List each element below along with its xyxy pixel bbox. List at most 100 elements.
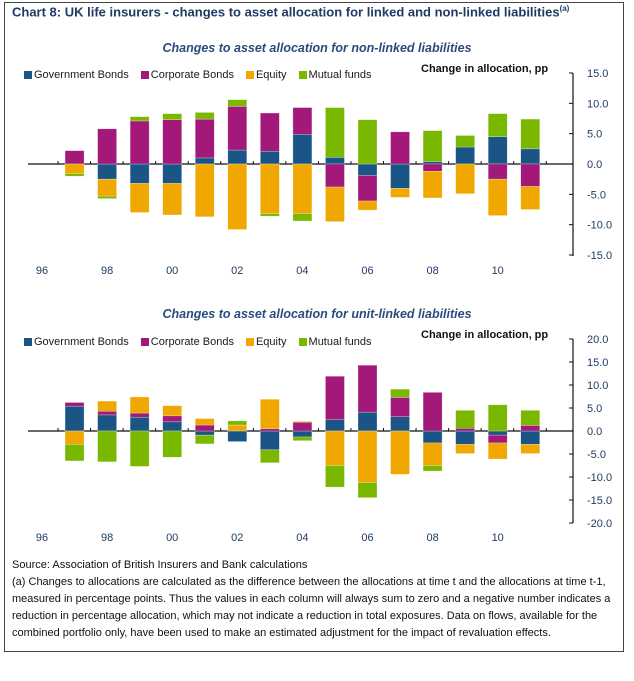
top-bar-corporate-bonds-2006 [357, 175, 378, 202]
top-y-tick-label: -15.0 [587, 250, 612, 262]
bottom-bar-equity-2004 [292, 421, 313, 423]
top-bar-government-bonds-2002 [227, 149, 248, 165]
top-bar-mutual-funds-2000 [162, 113, 182, 120]
top-bar-corporate-bonds-2003 [260, 112, 280, 152]
top-bar-equity-2011 [520, 186, 540, 210]
bottom-bar-corporate-bonds-2005 [325, 376, 345, 420]
bottom-bar-equity-2000 [162, 405, 182, 417]
bottom-y-tick-label: 0.0 [587, 426, 602, 438]
bottom-bar-government-bonds-1999 [129, 416, 150, 432]
legend-item-equity: Equity [245, 69, 287, 81]
bottom-bar-corporate-bonds-2004 [292, 422, 313, 432]
bottom-bar-corporate-bonds-2007 [390, 397, 410, 417]
bottom-bar-mutual-funds-2001 [195, 434, 215, 445]
top-bar-mutual-funds-2011 [520, 118, 540, 150]
bottom-bar-equity-2007 [390, 430, 410, 475]
top-bar-corporate-bonds-2011 [520, 163, 540, 187]
legend-swatch [245, 338, 254, 346]
bottom-bar-equity-2003 [260, 399, 280, 429]
legend-item-equity: Equity [245, 336, 287, 348]
bottom-bar-corporate-bonds-2010 [487, 434, 508, 444]
bottom-bar-equity-2006 [357, 430, 378, 483]
top-axis-title: Change in allocation, pp [421, 63, 549, 75]
bottom-bar-government-bonds-2003 [260, 430, 280, 451]
chart-frame [4, 2, 624, 652]
top-bar-equity-1999 [129, 183, 150, 213]
bottom-bar-corporate-bonds-2003 [260, 428, 280, 432]
bottom-x-tick-label: 96 [36, 532, 48, 544]
bottom-x-tick-label: 04 [296, 532, 308, 544]
bottom-axis-title: Change in allocation, pp [421, 329, 549, 341]
top-bar-equity-2010 [487, 178, 508, 216]
legend-swatch [140, 71, 149, 79]
bottom-bar-government-bonds-2000 [162, 421, 182, 432]
legend-swatch [298, 71, 307, 79]
title-superscript: (a) [559, 4, 570, 13]
bottom-bar-government-bonds-2011 [520, 430, 540, 445]
bottom-bar-mutual-funds-2011 [520, 410, 540, 426]
top-chart-title: Changes to asset allocation for non-link… [162, 41, 472, 55]
top-x-tick-label: 04 [296, 265, 308, 277]
bottom-bar-mutual-funds-2009 [455, 410, 475, 429]
legend-item-corporate-bonds: Corporate Bonds [140, 336, 234, 348]
bottom-bar-corporate-bonds-2011 [520, 425, 540, 432]
top-bar-corporate-bonds-1997 [64, 150, 85, 165]
top-bar-corporate-bonds-2001 [195, 118, 215, 159]
top-bar-mutual-funds-2009 [455, 135, 475, 148]
bottom-x-tick-label: 06 [361, 532, 373, 544]
top-bar-corporate-bonds-2002 [227, 106, 248, 151]
top-y-tick-label: -5.0 [587, 189, 606, 201]
bottom-bar-equity-2011 [520, 444, 540, 454]
chart-title: Chart 8: UK life insurers - changes to a… [12, 4, 569, 19]
top-bar-corporate-bonds-2010 [487, 163, 508, 180]
top-bar-government-bonds-2007 [390, 163, 410, 189]
legend-swatch [245, 71, 254, 79]
top-bar-equity-2007 [390, 188, 410, 198]
bottom-y-tick-label: -5.0 [587, 449, 606, 461]
bottom-y-tick-label: -15.0 [587, 495, 612, 507]
top-bar-equity-1997 [64, 163, 85, 174]
bottom-bar-corporate-bonds-2008 [422, 392, 443, 432]
bottom-bar-mutual-funds-2006 [357, 482, 378, 498]
top-bar-government-bonds-2005 [325, 157, 345, 165]
bottom-x-tick-label: 98 [101, 532, 113, 544]
bottom-bar-corporate-bonds-1998 [97, 410, 117, 416]
bottom-y-tick-label: -20.0 [587, 518, 612, 530]
top-bar-mutual-funds-2006 [357, 119, 378, 165]
top-bar-mutual-funds-2005 [325, 107, 345, 158]
top-bar-equity-2001 [195, 163, 215, 218]
top-bar-equity-2000 [162, 183, 182, 216]
top-bar-mutual-funds-2004 [292, 213, 313, 222]
bottom-bar-mutual-funds-2008 [422, 465, 443, 472]
top-x-tick-label: 10 [492, 265, 504, 277]
bottom-bar-government-bonds-2004 [292, 430, 313, 438]
legend-swatch [24, 338, 32, 346]
top-bar-government-bonds-1998 [97, 163, 117, 180]
top-y-tick-label: 10.0 [587, 98, 608, 110]
bottom-bar-government-bonds-2001 [195, 430, 215, 436]
bottom-bar-corporate-bonds-1997 [64, 402, 85, 407]
bottom-y-tick-label: -10.0 [587, 472, 612, 484]
top-bar-government-bonds-1999 [129, 163, 150, 184]
top-x-tick-label: 02 [231, 265, 243, 277]
legend-item-mutual-funds: Mutual funds [298, 336, 372, 348]
top-y-tick-label: 0.0 [587, 159, 602, 171]
top-bar-government-bonds-2006 [357, 163, 378, 176]
bottom-bar-mutual-funds-2010 [487, 404, 508, 432]
top-bar-corporate-bonds-2008 [422, 163, 443, 172]
top-y-tick-label: -10.0 [587, 220, 612, 232]
top-y-tick-label: 5.0 [587, 129, 602, 141]
bottom-bar-equity-2010 [487, 442, 508, 460]
bottom-bar-equity-2009 [455, 444, 475, 454]
bottom-x-tick-label: 08 [426, 532, 438, 544]
bottom-bar-corporate-bonds-2000 [162, 415, 182, 423]
top-bar-government-bonds-2010 [487, 136, 508, 165]
top-bar-government-bonds-2004 [292, 134, 313, 165]
bottom-bar-government-bonds-2008 [422, 430, 443, 444]
bottom-legend: Government Bonds Corporate Bonds Equity … [24, 336, 372, 348]
source-note: Source: Association of British Insurers … [12, 559, 308, 571]
bottom-bar-equity-2008 [422, 442, 443, 466]
bottom-bar-mutual-funds-1999 [129, 430, 150, 467]
top-bar-mutual-funds-2008 [422, 130, 443, 162]
